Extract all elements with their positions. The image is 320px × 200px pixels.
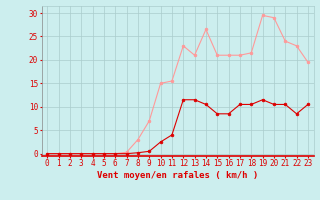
X-axis label: Vent moyen/en rafales ( km/h ): Vent moyen/en rafales ( km/h ) bbox=[97, 171, 258, 180]
